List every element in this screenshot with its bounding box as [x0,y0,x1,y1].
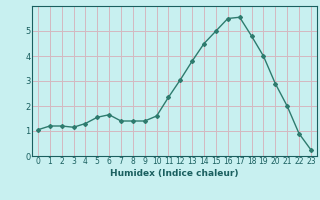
X-axis label: Humidex (Indice chaleur): Humidex (Indice chaleur) [110,169,239,178]
